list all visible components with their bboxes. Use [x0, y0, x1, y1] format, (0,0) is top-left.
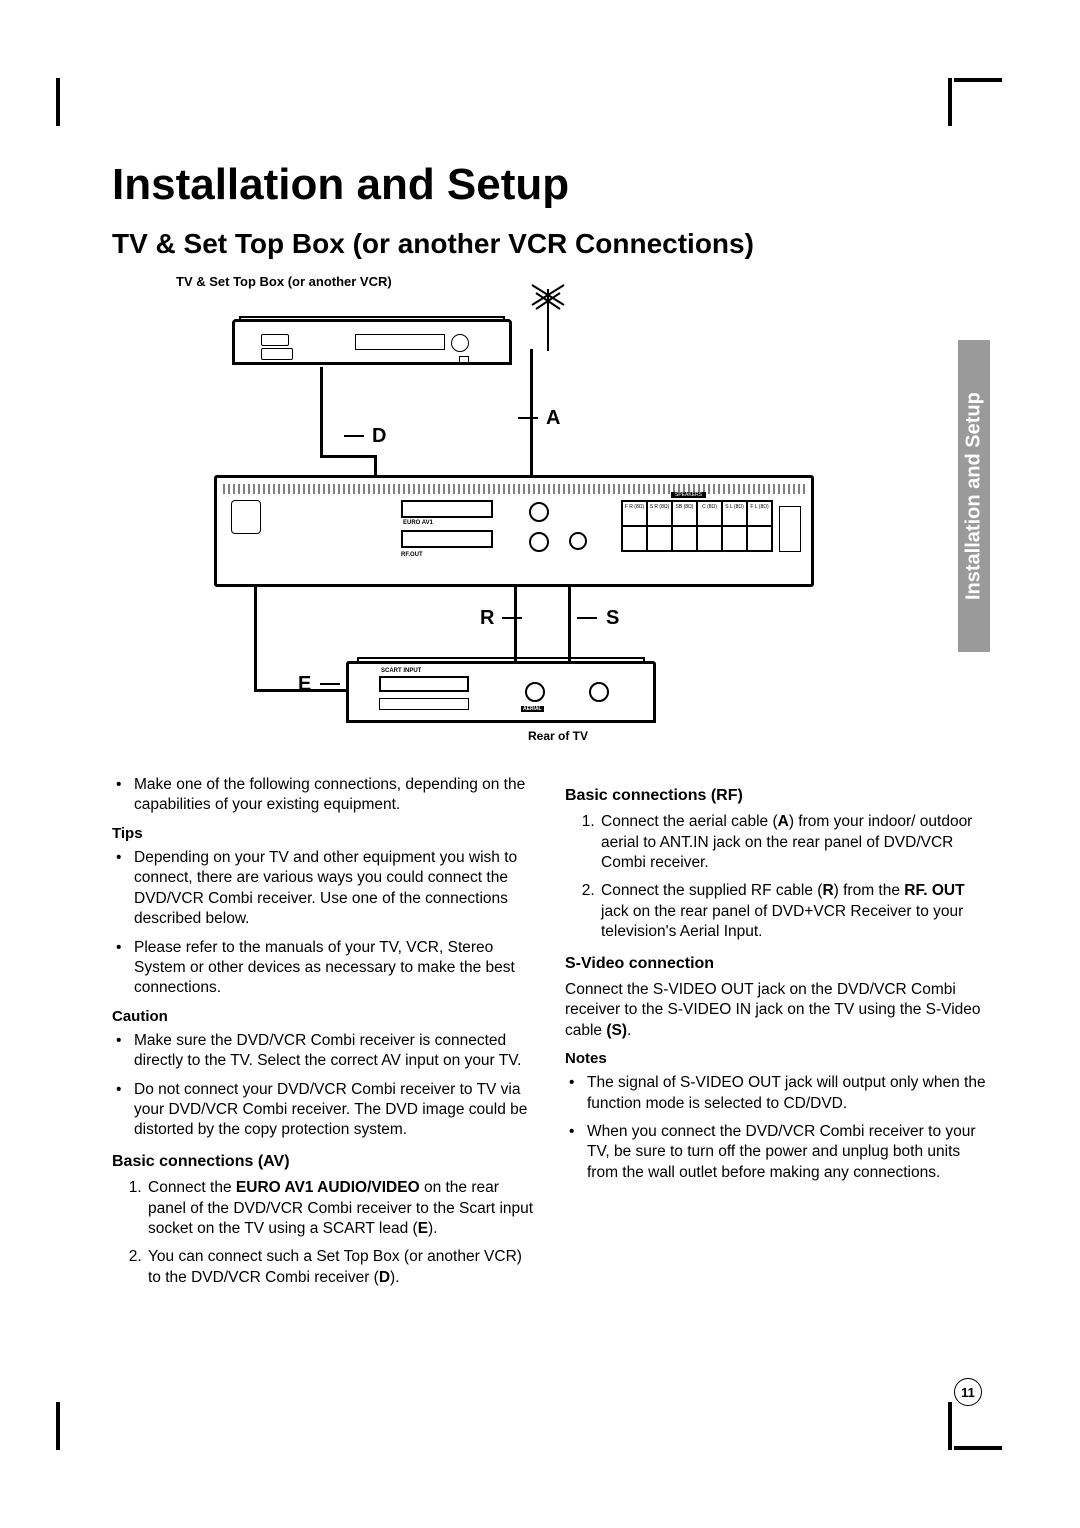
svideo-body: Connect the S-VIDEO OUT jack on the DVD/… — [565, 980, 990, 1041]
speaker-cell: SB (8Ω) — [672, 501, 697, 526]
section-tab: Installation and Setup — [958, 340, 990, 652]
speaker-cell: F L (8Ω) — [747, 501, 772, 526]
tip-item: Depending on your TV and other equipment… — [130, 848, 537, 930]
av-heading: Basic connections (AV) — [112, 1151, 537, 1172]
av-step: Connect the EURO AV1 AUDIO/VIDEO on the … — [146, 1178, 537, 1239]
rear-tv-label: Rear of TV — [528, 729, 588, 743]
speaker-cell: F R (8Ω) — [622, 501, 647, 526]
page-subtitle: TV & Set Top Box (or another VCR Connect… — [112, 228, 990, 260]
aerial-label: AERIAL — [521, 706, 544, 712]
note-item: The signal of S-VIDEO OUT jack will outp… — [583, 1073, 990, 1114]
cable-label-r: R — [480, 607, 494, 630]
diagram-top-label: TV & Set Top Box (or another VCR) — [176, 274, 990, 289]
cable-label-d: D — [372, 425, 386, 448]
intro-text: Make one of the following connections, d… — [130, 775, 537, 816]
cable-label-a: A — [546, 407, 560, 430]
crop-mark — [948, 1402, 952, 1450]
caution-item: Make sure the DVD/VCR Combi receiver is … — [130, 1031, 537, 1072]
rf-step: Connect the supplied RF cable (R) from t… — [599, 881, 990, 942]
set-top-box — [232, 319, 512, 365]
tv-rear: SCART INPUT AERIAL — [346, 661, 656, 723]
right-column: Basic connections (RF) Connect the aeria… — [565, 775, 990, 1296]
note-item: When you connect the DVD/VCR Combi recei… — [583, 1122, 990, 1183]
speakers-label: SPEAKERS — [671, 492, 706, 498]
speaker-cell: S L (8Ω) — [722, 501, 747, 526]
speaker-cell: S R (8Ω) — [647, 501, 672, 526]
speaker-cell: C (8Ω) — [697, 501, 722, 526]
euro-av-label: EURO AV1 — [403, 520, 433, 526]
rf-step: Connect the aerial cable (A) from your i… — [599, 812, 990, 873]
av-step: You can connect such a Set Top Box (or a… — [146, 1247, 537, 1288]
rf-out-label: RF.OUT — [401, 552, 423, 558]
cable-label-e: E — [298, 673, 311, 696]
page-title: Installation and Setup — [112, 160, 990, 210]
tips-heading: Tips — [112, 824, 537, 844]
svideo-heading: S-Video connection — [565, 953, 990, 974]
dvd-vcr-unit: EURO AV1 RF.OUT SPEAKERS F R (8Ω) S R (8… — [214, 475, 814, 587]
left-column: Make one of the following connections, d… — [112, 775, 537, 1296]
caution-item: Do not connect your DVD/VCR Combi receiv… — [130, 1080, 537, 1141]
rf-heading: Basic connections (RF) — [565, 785, 990, 806]
page-number: 11 — [954, 1378, 982, 1406]
crop-mark — [954, 1446, 1002, 1450]
caution-heading: Caution — [112, 1007, 537, 1027]
scart-input-label: SCART INPUT — [381, 668, 421, 674]
speakers-terminals: F R (8Ω) S R (8Ω) SB (8Ω) C (8Ω) S L (8Ω… — [621, 500, 773, 552]
body-columns: Make one of the following connections, d… — [112, 775, 990, 1296]
connection-diagram: A D R S E EURO AV1 RF.OUT SPEAKERS F R (… — [170, 295, 830, 755]
cable-label-s: S — [606, 607, 619, 630]
tip-item: Please refer to the manuals of your TV, … — [130, 938, 537, 999]
crop-mark — [56, 1402, 60, 1450]
antenna-icon — [528, 281, 568, 351]
notes-heading: Notes — [565, 1049, 990, 1069]
